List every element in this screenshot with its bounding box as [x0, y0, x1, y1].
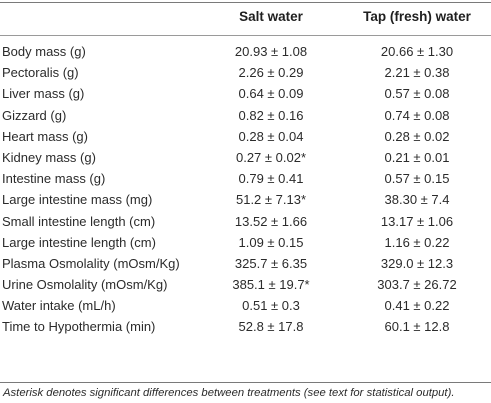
- row-label: Water intake (mL/h): [2, 298, 116, 314]
- row-label: Small intestine length (cm): [2, 213, 156, 229]
- tap-water-value: 60.1 ± 12.8: [384, 319, 450, 335]
- table-row: Gizzard (g) 0.82 ± 0.16 0.74 ± 0.08: [0, 105, 491, 126]
- salt-water-value: 0.82 ± 0.16: [238, 107, 304, 123]
- table-row: Water intake (mL/h) 0.51 ± 0.3 0.41 ± 0.22: [0, 295, 491, 316]
- table-row: Liver mass (g) 0.64 ± 0.09 0.57 ± 0.08: [0, 83, 491, 104]
- column-header-salt-water: Salt water: [239, 9, 303, 24]
- row-label: Large intestine mass (mg): [2, 192, 153, 208]
- row-label: Kidney mass (g): [2, 149, 96, 165]
- row-label: Plasma Osmolality (mOsm/Kg): [2, 255, 180, 271]
- salt-water-value: 0.51 ± 0.3: [242, 298, 300, 314]
- tap-water-value: 0.74 ± 0.08: [384, 107, 450, 123]
- table-top-rule: [0, 2, 491, 3]
- row-label: Liver mass (g): [2, 86, 85, 102]
- tap-water-value: 38.30 ± 7.4: [384, 192, 450, 208]
- table-footnote: Asterisk denotes significant differences…: [3, 387, 455, 399]
- salt-water-value: 325.7 ± 6.35: [234, 255, 308, 271]
- table-bottom-rule: [0, 382, 491, 383]
- tap-water-value: 0.28 ± 0.02: [384, 128, 450, 144]
- table-row: Urine Osmolality (mOsm/Kg) 385.1 ± 19.7* 3…: [0, 274, 491, 295]
- tap-water-value: 13.17 ± 1.06: [380, 213, 454, 229]
- table-row: Large intestine mass (mg) 51.2 ± 7.13* 38.…: [0, 189, 491, 210]
- column-header-tap-water: Tap (fresh) water: [363, 9, 471, 24]
- salt-water-value: 0.27 ± 0.02*: [235, 149, 307, 165]
- salt-water-value: 20.93 ± 1.08: [234, 44, 308, 59]
- table-body: Body mass (g) 20.93 ± 1.08 20.66 ± 1.30 Pec…: [0, 41, 491, 338]
- tap-water-value: 0.41 ± 0.22: [384, 298, 450, 314]
- header-rule: [0, 35, 491, 36]
- salt-water-value: 0.28 ± 0.04: [238, 128, 304, 144]
- table-row: Plasma Osmolality (mOsm/Kg) 325.7 ± 6.35 3…: [0, 253, 491, 274]
- tap-water-value: 1.16 ± 0.22: [384, 234, 450, 250]
- salt-water-value: 2.26 ± 0.29: [238, 65, 304, 81]
- table-row: Large intestine length (cm) 1.09 ± 0.15 1.…: [0, 232, 491, 253]
- table-row: Kidney mass (g) 0.27 ± 0.02* 0.21 ± 0.01: [0, 147, 491, 168]
- row-label: Heart mass (g): [2, 128, 88, 144]
- table-row: Small intestine length (cm) 13.52 ± 1.66 1…: [0, 211, 491, 232]
- row-label: Body mass (g): [2, 44, 86, 59]
- row-label: Pectoralis (g): [2, 65, 79, 81]
- tap-water-value: 0.21 ± 0.01: [384, 149, 450, 165]
- tap-water-value: 20.66 ± 1.30: [380, 44, 454, 59]
- salt-water-value: 0.79 ± 0.41: [238, 171, 304, 187]
- tap-water-value: 0.57 ± 0.15: [384, 171, 450, 187]
- table-row: Heart mass (g) 0.28 ± 0.04 0.28 ± 0.02: [0, 126, 491, 147]
- tap-water-value: 0.57 ± 0.08: [384, 86, 450, 102]
- table-row: Body mass (g) 20.93 ± 1.08 20.66 ± 1.30: [0, 41, 491, 62]
- salt-water-value: 52.8 ± 17.8: [238, 319, 304, 335]
- tap-water-value: 303.7 ± 26.72: [377, 277, 457, 293]
- salt-water-value: 1.09 ± 0.15: [238, 234, 304, 250]
- salt-water-value: 51.2 ± 7.13*: [235, 192, 307, 208]
- salt-water-value: 385.1 ± 19.7*: [232, 277, 310, 293]
- row-label: Time to Hypothermia (min): [2, 319, 156, 335]
- row-label: Gizzard (g): [2, 107, 67, 123]
- tap-water-value: 2.21 ± 0.38: [384, 65, 450, 81]
- row-label: Intestine mass (g): [2, 171, 106, 187]
- row-label: Urine Osmolality (mOsm/Kg): [2, 277, 168, 293]
- row-label: Large intestine length (cm): [2, 234, 156, 250]
- table-row: Intestine mass (g) 0.79 ± 0.41 0.57 ± 0.15: [0, 168, 491, 189]
- table-row: Time to Hypothermia (min) 52.8 ± 17.8 60.1…: [0, 316, 491, 337]
- salt-water-value: 13.52 ± 1.66: [234, 213, 308, 229]
- tap-water-value: 329.0 ± 12.3: [380, 255, 454, 271]
- table-row: Pectoralis (g) 2.26 ± 0.29 2.21 ± 0.38: [0, 62, 491, 83]
- salt-water-value: 0.64 ± 0.09: [238, 86, 304, 102]
